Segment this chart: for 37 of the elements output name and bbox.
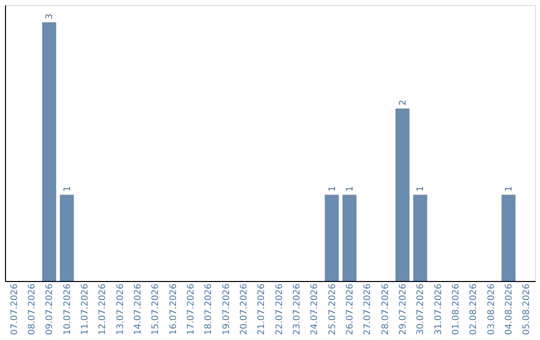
data-label: 1	[346, 186, 356, 192]
x-tick-label: 04.08.2026	[504, 283, 514, 336]
x-tick-label: 24.07.2026	[310, 283, 320, 336]
x-tick-label: 29.07.2026	[398, 283, 408, 336]
x-tick-label: 08.07.2026	[28, 283, 38, 336]
x-tick-label: 17.07.2026	[186, 283, 196, 336]
x-tick-label: 07.07.2026	[10, 283, 20, 336]
x-tick-label: 11.07.2026	[80, 283, 90, 336]
x-tick-label: 28.07.2026	[380, 283, 391, 336]
x-tick-label: 02.08.2026	[469, 283, 480, 336]
x-tick-label: 09.07.2026	[45, 283, 56, 336]
data-label: 1	[416, 186, 426, 192]
x-tick-label: 15.07.2026	[151, 283, 162, 336]
x-tick-label: 10.07.2026	[62, 283, 73, 336]
x-tick-label: 20.07.2026	[240, 283, 250, 336]
x-tick-label: 14.07.2026	[134, 283, 144, 336]
x-tick-label: 12.07.2026	[98, 283, 108, 336]
x-tick-label: 19.07.2026	[222, 283, 232, 336]
data-label: 1	[328, 186, 338, 192]
x-tick-label: 31.07.2026	[434, 283, 444, 336]
x-tick-label: 30.07.2026	[416, 283, 426, 336]
x-tick-label: 01.08.2026	[452, 283, 462, 336]
x-tick-label: 26.07.2026	[346, 283, 356, 336]
x-tick-label: 16.07.2026	[168, 283, 179, 336]
x-tick-label: 05.08.2026	[522, 283, 532, 336]
x-tick-label: 22.07.2026	[274, 283, 285, 336]
x-tick-label: 13.07.2026	[116, 283, 126, 336]
x-tick-label: 03.08.2026	[486, 283, 497, 336]
x-tick-label: 27.07.2026	[363, 283, 374, 336]
data-label: 2	[398, 100, 408, 106]
data-label: 3	[45, 14, 56, 20]
x-tick-label: 23.07.2026	[292, 283, 302, 336]
x-tick-label: 25.07.2026	[328, 283, 338, 336]
data-label: 1	[504, 186, 514, 192]
data-label: 1	[62, 186, 73, 192]
x-tick-label: 21.07.2026	[257, 283, 268, 336]
x-tick-label: 18.07.2026	[204, 283, 214, 336]
